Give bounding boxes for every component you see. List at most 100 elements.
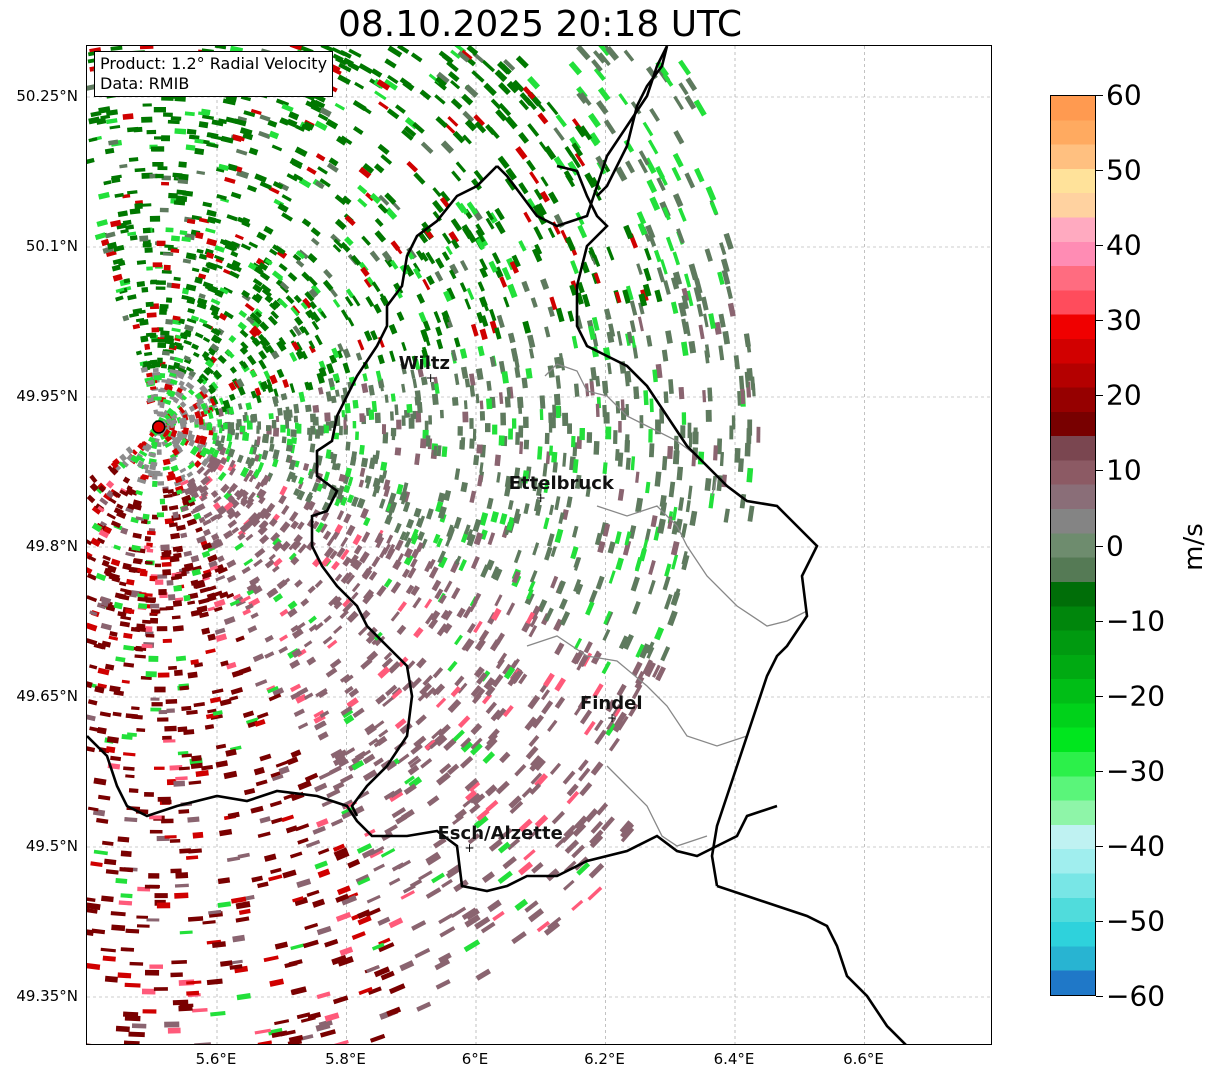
velocity-cell [193,512,202,521]
velocity-cell [667,516,674,530]
velocity-cell [358,63,373,75]
velocity-cell [300,301,309,310]
velocity-cell [356,843,373,854]
velocity-cell [584,808,599,823]
velocity-cell [522,320,532,334]
velocity-cell [388,917,404,929]
velocity-cell [718,313,726,328]
velocity-cell [228,335,237,344]
velocity-cell [123,766,135,771]
velocity-cell [227,811,240,819]
velocity-cell [208,560,218,568]
velocity-cell [236,993,251,1001]
velocity-cell [672,251,681,266]
velocity-cell [506,387,512,399]
velocity-cell [385,547,396,560]
velocity-cell [116,510,127,519]
velocity-cell [588,112,601,128]
velocity-cell [527,908,545,923]
velocity-cell [585,601,595,616]
velocity-cell [576,862,591,876]
velocity-cell [87,745,96,753]
velocity-cell [135,350,142,356]
velocity-cell [293,488,301,497]
velocity-cell [173,669,183,677]
velocity-cell [526,588,534,600]
velocity-cell [473,666,485,678]
velocity-cell [625,285,634,301]
velocity-cell [142,1009,157,1014]
velocity-cell [490,98,502,110]
velocity-cell [649,196,661,211]
lon-tick-label: 6.4°E [713,1050,755,1068]
velocity-cell [171,282,181,289]
velocity-cell [413,507,422,518]
velocity-cell [161,270,172,274]
velocity-cell [256,711,269,720]
velocity-cell [399,531,407,541]
velocity-cell [746,467,754,483]
velocity-cell [115,878,128,884]
velocity-cell [341,409,346,418]
velocity-cell [138,603,148,609]
velocity-cell [259,271,271,282]
velocity-cell [250,805,264,814]
velocity-cell [206,238,218,247]
velocity-cell [167,119,180,125]
velocity-cell [217,471,227,482]
velocity-cell [323,471,330,482]
velocity-cell [281,103,294,113]
velocity-cell [341,708,354,719]
velocity-cell [322,279,334,292]
velocity-cell [329,658,342,669]
velocity-cell [192,351,200,358]
velocity-cell [360,658,373,670]
velocity-cell [437,550,447,564]
velocity-cell [114,592,126,600]
velocity-cell [102,554,111,562]
velocity-cell [137,568,147,573]
velocity-cell [144,469,154,475]
map-panel[interactable]: + Wiltz + Ettelbruck + Findel + Esch/Alzette [86,45,992,1045]
velocity-cell [377,354,385,365]
velocity-cell [178,161,187,168]
velocity-cell [410,369,416,379]
velocity-cell [674,518,683,533]
velocity-cell [547,916,562,930]
velocity-cell [295,693,308,704]
velocity-cell [394,522,402,534]
velocity-cell [488,838,503,852]
velocity-cell [477,345,485,357]
velocity-cell [140,366,149,373]
velocity-cell [241,216,251,225]
velocity-cell [338,758,349,768]
velocity-cell [514,467,521,479]
velocity-cell [216,194,227,201]
velocity-cell [279,634,289,642]
velocity-cell [401,415,406,426]
velocity-cell [419,682,432,696]
velocity-cell [220,660,229,667]
velocity-cell [226,559,237,569]
velocity-cell [124,817,138,823]
velocity-cell [492,910,505,922]
velocity-cell [603,119,617,135]
velocity-cell [248,241,259,249]
velocity-cell [179,230,188,236]
velocity-cell [106,512,116,520]
velocity-cell [122,752,136,757]
velocity-cell [245,533,254,541]
velocity-cell [506,602,516,616]
velocity-cell [99,711,112,718]
velocity-cell [251,294,262,304]
velocity-cell [239,127,253,137]
velocity-cell [180,532,188,539]
velocity-cell [204,724,215,730]
velocity-cell [550,546,557,557]
velocity-cell [515,432,520,445]
velocity-cell [487,899,502,913]
velocity-cell [331,347,340,359]
velocity-cell [509,800,524,815]
colorbar-tick-label: 30 [1106,303,1142,337]
velocity-cell [287,607,298,618]
